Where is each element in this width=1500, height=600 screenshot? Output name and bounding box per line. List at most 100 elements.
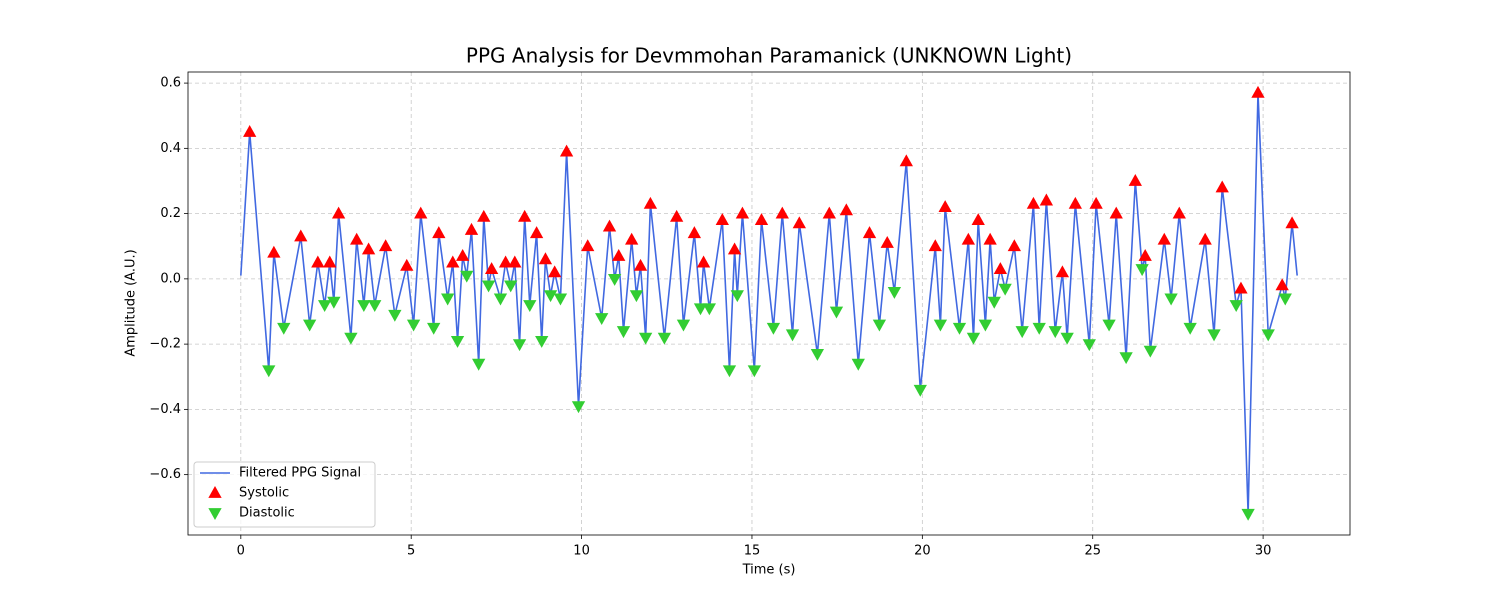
diastolic-marker — [553, 293, 568, 306]
systolic-marker — [400, 258, 414, 271]
systolic-marker — [414, 206, 428, 219]
x-tick-label: 25 — [1084, 544, 1101, 559]
diastolic-marker — [441, 293, 455, 306]
systolic-marker — [633, 258, 648, 271]
diastolic-marker — [512, 339, 527, 352]
systolic-marker — [993, 262, 1008, 274]
systolic-marker — [839, 203, 854, 216]
systolic-marker — [477, 209, 491, 222]
systolic-marker — [581, 239, 595, 252]
systolic-marker — [862, 226, 877, 239]
systolic-marker — [696, 255, 711, 268]
y-tick-label: 0.0 — [160, 271, 181, 286]
systolic-marker — [446, 255, 460, 268]
systolic-marker — [687, 226, 702, 239]
diastolic-marker — [1102, 319, 1116, 332]
x-tick-label: 5 — [407, 544, 415, 559]
systolic-marker — [938, 200, 952, 212]
y-tick-label: −0.6 — [149, 467, 181, 482]
systolic-marker — [1039, 193, 1054, 206]
legend-marker — [208, 486, 222, 498]
diastolic-marker — [887, 287, 902, 299]
systolic-marker — [464, 222, 479, 235]
systolic-marker — [1198, 232, 1212, 245]
y-tick-label: 0.2 — [160, 206, 181, 221]
diastolic-marker — [730, 290, 744, 303]
diastolic-marker — [344, 332, 358, 345]
systolic-marker — [538, 252, 553, 265]
diastolic-marker — [722, 365, 737, 378]
diastolic-marker — [785, 329, 800, 342]
diastolic-marker — [1207, 329, 1221, 342]
diastolic-marker — [851, 358, 865, 371]
chart-title: PPG Analysis for Devmmohan Paramanick (U… — [466, 44, 1072, 68]
diastolic-marker — [472, 358, 486, 371]
diastolic-marker — [810, 349, 825, 361]
systolic-marker — [323, 255, 337, 268]
systolic-marker — [1138, 249, 1152, 261]
systolic-marker — [350, 232, 364, 245]
y-tick-label: 0.4 — [160, 141, 181, 156]
diastolic-marker — [1183, 322, 1197, 335]
systolic-marker — [267, 245, 281, 258]
systolic-marker — [548, 265, 562, 278]
systolic-marker — [612, 249, 626, 261]
diastolic-marker — [450, 335, 465, 348]
systolic-marker — [1251, 85, 1265, 98]
systolic-marker — [822, 206, 836, 219]
signal-line — [240, 92, 1298, 514]
systolic-marker — [983, 232, 997, 245]
systolic-marker — [775, 206, 789, 219]
diastolic-marker — [766, 322, 781, 335]
systolic-marker — [1234, 281, 1248, 294]
diastolic-marker — [987, 296, 1001, 309]
systolic-marker — [498, 255, 513, 268]
diastolic-marker — [966, 332, 981, 345]
systolic-marker — [670, 209, 684, 222]
systolic-marker — [1157, 232, 1171, 245]
systolic-marker — [880, 235, 894, 248]
x-tick-label: 30 — [1255, 544, 1272, 559]
systolic-marker — [1026, 196, 1041, 209]
diastolic-marker — [702, 303, 717, 316]
diastolic-marker — [1261, 329, 1275, 342]
diastolic-marker — [357, 300, 371, 312]
diastolic-marker — [829, 306, 844, 319]
systolic-marker — [1172, 206, 1186, 219]
systolic-marker — [735, 206, 750, 219]
x-tick-label: 10 — [573, 544, 590, 559]
diastolic-marker — [523, 300, 537, 312]
legend-label: Filtered PPG Signal — [239, 466, 361, 481]
systolic-marker — [1007, 239, 1021, 252]
systolic-marker — [1128, 173, 1142, 186]
diastolic-marker — [327, 296, 341, 309]
diastolic-marker — [262, 365, 276, 378]
systolic-marker — [715, 213, 729, 226]
systolic-marker — [1109, 206, 1123, 219]
systolic-marker — [1275, 278, 1289, 291]
systolic-marker — [928, 239, 942, 252]
systolic-marker — [971, 213, 985, 226]
diastolic-marker — [1143, 345, 1157, 358]
diastolic-marker — [388, 309, 402, 322]
legend: Filtered PPG Signal Systolic Diastolic — [193, 461, 376, 528]
legend-label: Systolic — [239, 486, 289, 501]
systolic-marker — [899, 154, 913, 167]
diastolic-marker — [913, 384, 927, 397]
y-tick-label: −0.4 — [149, 402, 181, 417]
diastolic-marker — [504, 280, 518, 293]
systolic-marker — [727, 242, 742, 255]
systolic-marker — [508, 255, 522, 268]
diastolic-marker — [460, 270, 474, 283]
legend-marker — [208, 508, 222, 520]
systolic-marker — [559, 144, 574, 157]
x-tick-label: 0 — [237, 544, 245, 559]
diastolic-marker — [872, 319, 887, 332]
systolic-marker — [792, 216, 806, 229]
diastolic-marker — [1119, 352, 1133, 365]
diastolic-marker — [1082, 339, 1096, 352]
diastolic-marker — [657, 332, 672, 345]
systolic-marker — [311, 255, 325, 268]
diastolic-marker — [1241, 508, 1255, 521]
plot-frame — [187, 71, 1351, 536]
